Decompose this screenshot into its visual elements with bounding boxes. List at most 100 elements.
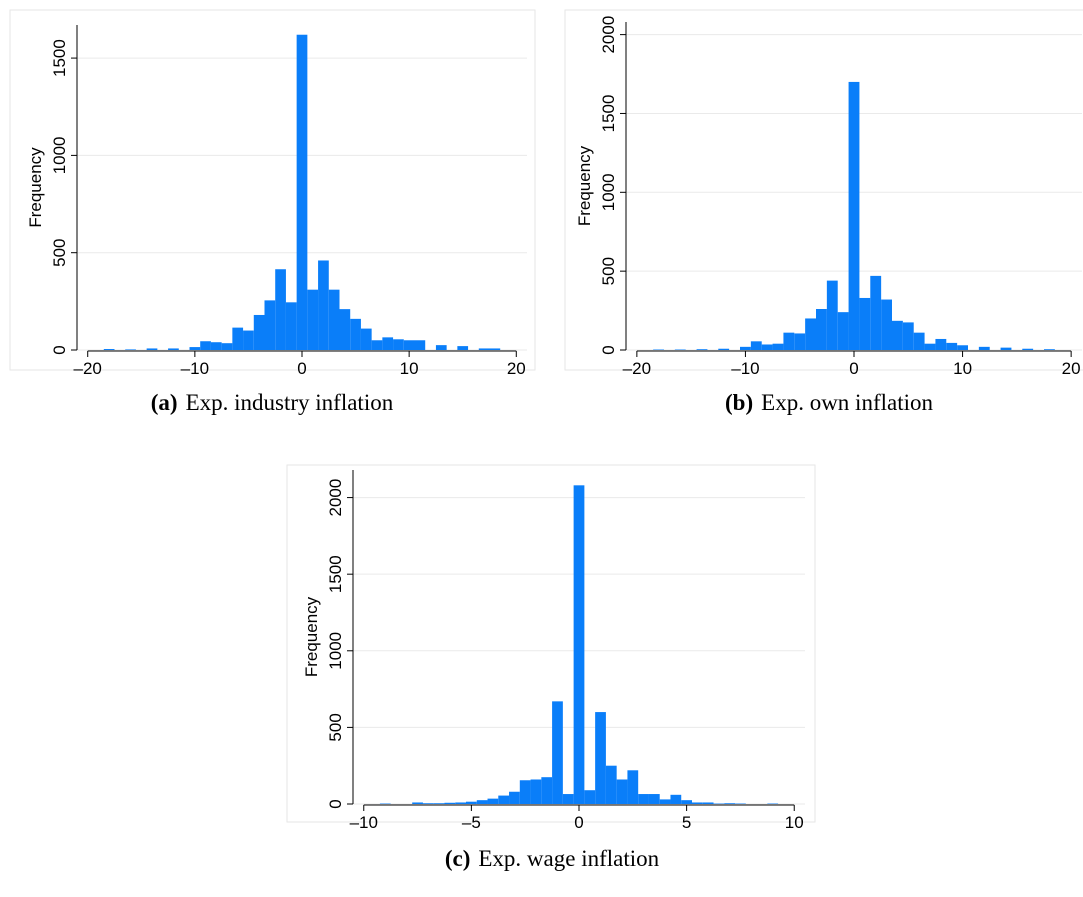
bar: [859, 297, 871, 350]
chart-panel: 0 500 1000 1500 2000 –10 –5 0 5 10 Frequency (c) Exp…: [286, 464, 816, 871]
y-tick-label: 1000: [326, 632, 345, 670]
chart-panel: 0 500 1000 1500 2000 –20 –10 0 10 20 Frequency (b) E…: [564, 9, 1083, 415]
x-tick-label: –10: [731, 359, 759, 378]
bar: [978, 346, 990, 350]
bar: [509, 791, 520, 804]
bar: [307, 289, 319, 350]
bar: [489, 348, 501, 350]
bar: [1000, 347, 1012, 350]
bar: [1044, 349, 1055, 350]
bar: [957, 345, 968, 350]
bar: [478, 348, 490, 350]
bar: [913, 332, 925, 350]
bar: [562, 794, 574, 804]
y-tick-label: 2000: [599, 16, 618, 54]
y-tick-label: 1000: [599, 173, 618, 211]
bar: [498, 795, 510, 804]
bar: [702, 802, 714, 804]
caption: (b) Exp. own inflation: [725, 390, 933, 415]
bar: [892, 320, 903, 350]
bar: [659, 799, 671, 804]
x-tick-label: 0: [574, 813, 583, 832]
bar: [444, 802, 456, 804]
x-tick-label: 10: [400, 359, 419, 378]
bar: [414, 340, 426, 350]
bar: [210, 342, 222, 350]
bar: [243, 330, 254, 350]
caption-label: (b): [725, 390, 753, 415]
bar: [870, 275, 882, 350]
y-tick-label: 500: [326, 713, 345, 741]
bar: [935, 338, 947, 350]
y-tick-label: 1500: [326, 555, 345, 593]
caption-text: Exp. own inflation: [761, 390, 933, 415]
bar: [168, 348, 179, 350]
bar: [681, 800, 692, 804]
bar: [412, 802, 423, 804]
panel-frame: [9, 9, 536, 371]
caption: (c) Exp. wage inflation: [445, 846, 660, 871]
panel-frame: [286, 464, 816, 823]
bar: [350, 318, 361, 350]
bar: [772, 343, 784, 350]
y-tick-label: 1500: [599, 95, 618, 133]
bar: [318, 260, 329, 350]
bar: [519, 780, 531, 804]
bar: [328, 289, 340, 350]
caption-text: Exp. wage inflation: [478, 846, 659, 871]
bar: [946, 342, 958, 350]
bar: [718, 348, 730, 350]
bar: [146, 348, 158, 350]
bar: [382, 337, 394, 350]
bar: [457, 346, 469, 350]
bar: [648, 794, 660, 804]
x-tick-label: 0: [297, 359, 306, 378]
bar: [403, 340, 415, 350]
x-tick-label: 10: [785, 813, 804, 832]
bar: [435, 345, 447, 350]
bar: [393, 339, 404, 350]
bar: [924, 343, 936, 350]
x-tick-label: –20: [74, 359, 102, 378]
y-axis-label: Frequency: [575, 145, 594, 226]
bar: [605, 765, 617, 804]
y-tick-label: 0: [599, 345, 618, 354]
bar: [476, 800, 488, 804]
y-tick-label: 500: [50, 239, 69, 267]
bar: [761, 344, 773, 350]
bar: [805, 318, 816, 350]
bar: [627, 770, 639, 804]
bar: [466, 801, 477, 804]
bar: [595, 712, 606, 804]
y-tick-label: 1000: [50, 136, 69, 174]
bar: [616, 779, 628, 804]
caption-label: (c): [445, 846, 471, 871]
bar: [638, 794, 649, 804]
bar: [455, 802, 466, 804]
bar: [573, 485, 585, 804]
bar: [837, 312, 849, 350]
bar: [848, 81, 860, 350]
x-tick-label: –20: [623, 359, 651, 378]
x-tick-label: 5: [682, 813, 691, 832]
bar: [816, 309, 827, 350]
bar: [487, 798, 499, 804]
caption-label: (a): [151, 390, 178, 415]
bar: [264, 300, 276, 350]
bar: [724, 803, 736, 804]
caption-text: Exp. industry inflation: [186, 390, 394, 415]
bar: [189, 347, 201, 350]
x-tick-label: 10: [953, 359, 972, 378]
bar: [783, 332, 795, 350]
y-tick-label: 0: [326, 799, 345, 808]
bar: [530, 779, 542, 804]
bar: [902, 322, 914, 350]
bar: [125, 349, 136, 350]
x-tick-label: –5: [462, 813, 481, 832]
bar: [433, 803, 445, 804]
x-tick-label: –10: [350, 813, 378, 832]
y-axis-label: Frequency: [302, 596, 321, 677]
bar: [339, 309, 351, 350]
bar: [794, 333, 806, 350]
